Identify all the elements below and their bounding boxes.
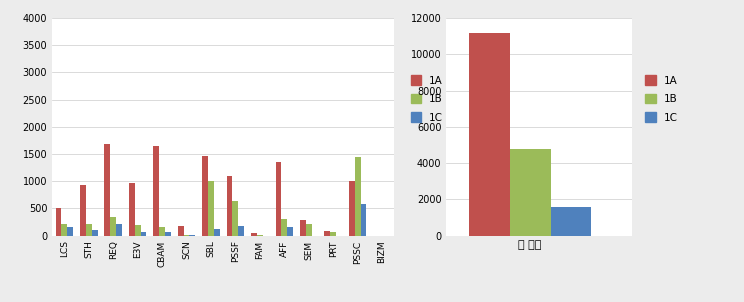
- Bar: [238, 226, 244, 236]
- Bar: [56, 208, 61, 236]
- Legend: 1A, 1B, 1C: 1A, 1B, 1C: [406, 71, 447, 127]
- Bar: [324, 231, 330, 236]
- Bar: [202, 156, 208, 236]
- Bar: [355, 157, 361, 236]
- Bar: [208, 181, 214, 236]
- Bar: [510, 149, 551, 236]
- Bar: [330, 232, 336, 236]
- Bar: [141, 232, 147, 236]
- Bar: [153, 146, 159, 236]
- Bar: [349, 181, 355, 236]
- Bar: [67, 227, 73, 236]
- Bar: [232, 201, 238, 236]
- Bar: [214, 229, 219, 236]
- Bar: [92, 230, 97, 236]
- Bar: [135, 225, 141, 236]
- Bar: [104, 144, 110, 236]
- Bar: [275, 162, 281, 236]
- Bar: [80, 185, 86, 236]
- Bar: [159, 227, 165, 236]
- Bar: [300, 220, 306, 236]
- Bar: [227, 176, 232, 236]
- Bar: [469, 33, 510, 236]
- Bar: [551, 207, 591, 236]
- Bar: [361, 204, 367, 236]
- Bar: [116, 223, 122, 236]
- Bar: [165, 232, 171, 236]
- Bar: [281, 219, 287, 236]
- Bar: [110, 217, 116, 236]
- Bar: [129, 183, 135, 236]
- Bar: [86, 223, 92, 236]
- Bar: [184, 235, 190, 236]
- Bar: [178, 226, 184, 236]
- Legend: 1A, 1B, 1C: 1A, 1B, 1C: [641, 71, 682, 127]
- Bar: [190, 235, 196, 236]
- Bar: [61, 223, 67, 236]
- Bar: [287, 227, 293, 236]
- Bar: [251, 233, 257, 236]
- Bar: [306, 223, 312, 236]
